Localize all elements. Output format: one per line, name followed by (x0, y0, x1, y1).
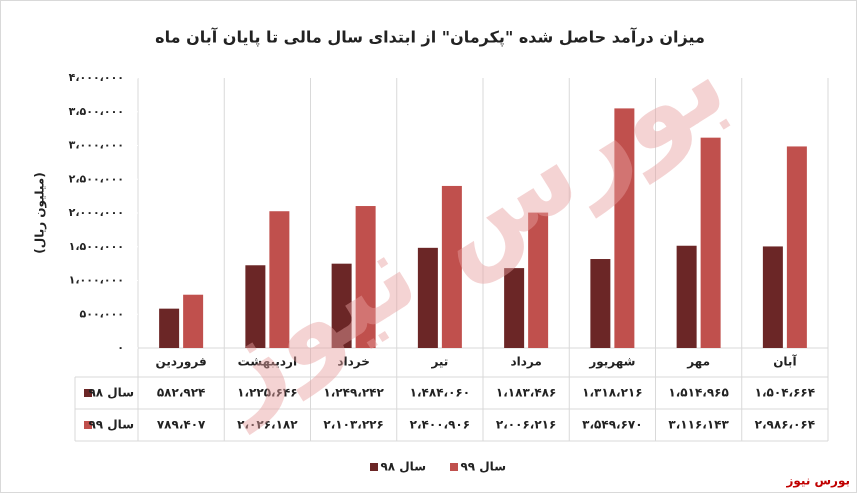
y-tick-label: ۳،۵۰۰،۰۰۰ (69, 105, 124, 118)
table-cell: ۳،۵۴۹،۶۷۰ (582, 418, 642, 432)
table-cell: ۱،۴۸۴،۰۶۰ (410, 386, 470, 400)
x-tick-label: آبان (773, 354, 797, 369)
bar (159, 308, 180, 348)
x-tick-label: خرداد (337, 355, 370, 369)
x-tick-label: فروردین (156, 355, 207, 370)
legend-label: سال ۹۸ (380, 460, 426, 474)
bar (417, 247, 438, 348)
bar (245, 265, 266, 348)
bar (504, 268, 525, 348)
y-tick-label: ۱،۰۰۰،۰۰۰ (69, 274, 124, 287)
y-tick-label: ۴،۰۰۰،۰۰۰ (69, 71, 124, 84)
x-tick-label: تیر (430, 355, 448, 369)
x-tick-label: اردیبهشت (238, 355, 297, 369)
legend-key (450, 463, 458, 471)
table-cell: ۲،۹۸۶،۰۶۴ (755, 418, 815, 432)
x-tick-label: شهریور (588, 355, 635, 370)
source: بورس نیوز (785, 474, 850, 489)
table-row-label: سال ۹۸ (88, 386, 134, 400)
table-cell: ۱،۲۴۹،۲۴۲ (323, 386, 384, 400)
bar (590, 259, 611, 348)
y-tick-label: ۱،۵۰۰،۰۰۰ (69, 240, 124, 253)
y-tick-label: ۰ (117, 341, 124, 354)
table-legend-key (84, 421, 92, 429)
table-cell: ۱،۳۱۸،۲۱۶ (582, 386, 642, 400)
bar (700, 137, 721, 348)
x-tick-label: مرداد (510, 355, 541, 369)
table-cell: ۲،۰۰۶،۲۱۶ (496, 418, 556, 432)
bar (676, 245, 697, 348)
table-cell: ۱،۵۱۴،۹۶۵ (668, 386, 728, 400)
bar (762, 246, 783, 348)
bar (183, 294, 204, 348)
bar (786, 146, 807, 348)
bar (441, 185, 462, 348)
chart-title: میزان درآمد حاصل شده "پکرمان" از ابتدای … (155, 27, 705, 48)
table-cell: ۱،۲۲۵،۶۴۶ (237, 386, 297, 400)
y-axis-label: (میلیون ریال) (33, 172, 48, 253)
table-cell: ۵۸۲،۹۲۴ (157, 386, 206, 400)
table-cell: ۱،۵۰۴،۶۶۴ (755, 386, 815, 400)
y-tick-label: ۲،۵۰۰،۰۰۰ (69, 172, 124, 185)
table-cell: ۷۸۹،۴۰۷ (157, 418, 206, 432)
bar (355, 206, 376, 348)
table-cell: ۲،۰۲۶،۱۸۲ (237, 418, 298, 432)
legend-label: سال ۹۹ (460, 460, 506, 474)
table-cell: ۱،۱۸۳،۴۸۶ (496, 386, 556, 400)
legend-key (370, 463, 378, 471)
y-tick-label: ۳،۰۰۰،۰۰۰ (69, 139, 124, 152)
table-row-label: سال ۹۹ (88, 418, 134, 432)
bar (269, 211, 290, 348)
x-tick-label: مهر (686, 355, 710, 369)
table-cell: ۲،۱۰۳،۲۲۶ (323, 418, 383, 432)
table-legend-key (84, 389, 92, 397)
table-cell: ۲،۴۰۰،۹۰۶ (410, 418, 470, 432)
bar (528, 212, 549, 348)
y-tick-label: ۲،۰۰۰،۰۰۰ (69, 206, 124, 219)
y-tick-label: ۵۰۰،۰۰۰ (80, 307, 124, 320)
bar (614, 108, 635, 348)
table-cell: ۳،۱۱۶،۱۴۳ (668, 418, 729, 432)
bar (331, 263, 352, 348)
